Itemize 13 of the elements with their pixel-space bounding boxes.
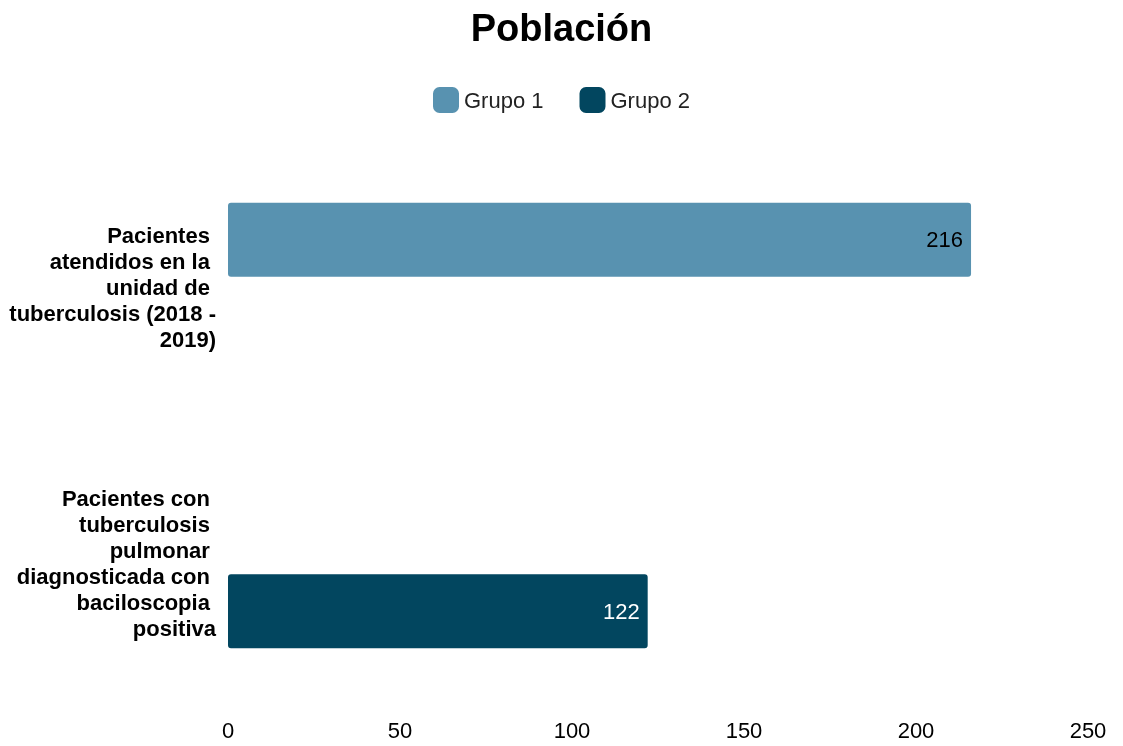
x-tick-label: 150 (725, 717, 763, 743)
x-tick-label: 100 (553, 717, 591, 743)
legend-label: Grupo 2 (610, 87, 690, 113)
legend-label: Grupo 1 (464, 87, 544, 113)
x-tick-label: 50 (387, 717, 413, 743)
y-tick-label: Pacientes con tuberculosis pulmonar diagnosticada con baciloscopia positiva (16, 485, 217, 641)
data-label: 122 (602, 598, 640, 624)
x-tick-label: 250 (1069, 717, 1107, 743)
data-label: 216 (926, 227, 964, 253)
x-tick-label: 200 (897, 717, 935, 743)
chart-title: Población (470, 7, 653, 49)
y-tick-label: Pacientes atendidos en la unidad de tuberculosis (2018 - 2019) (9, 223, 216, 353)
x-tick-label: 0 (221, 717, 235, 743)
